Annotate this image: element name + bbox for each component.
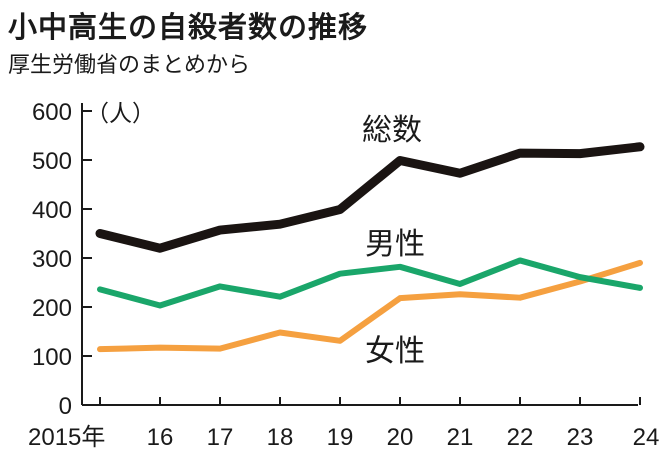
series-line-female xyxy=(97,259,643,353)
y-tick-label: 500 xyxy=(32,148,72,175)
chart-axes: 0 100 200 300 400 500 600 （人） 2015年 16 17 18 19 20 21 2… xyxy=(28,99,659,451)
x-tick-label: 23 xyxy=(567,424,594,451)
x-tick-label: 24 xyxy=(633,424,660,451)
x-tick-label: 2015年 xyxy=(28,424,105,451)
series-line-male xyxy=(97,257,643,309)
x-tick-label: 16 xyxy=(147,424,174,451)
y-tick-label: 0 xyxy=(59,393,72,420)
x-tick-label: 17 xyxy=(207,424,234,451)
y-tick-label: 300 xyxy=(32,246,72,273)
y-tick-label: 600 xyxy=(32,99,72,126)
series-line-total xyxy=(95,142,645,253)
y-tick-label: 100 xyxy=(32,344,72,371)
x-tick-label: 20 xyxy=(387,424,414,451)
series-label-female: 女性 xyxy=(365,334,425,369)
x-tick-label: 21 xyxy=(447,424,474,451)
y-tick-label: 200 xyxy=(32,295,72,322)
x-tick-label: 22 xyxy=(507,424,534,451)
series-label-male: 男性 xyxy=(365,227,425,262)
x-tick-label: 18 xyxy=(267,424,294,451)
y-tick-label: 400 xyxy=(32,197,72,224)
chart-subtitle: 厚生労働省のまとめから xyxy=(8,53,251,78)
series-label-total: 総数 xyxy=(362,113,422,148)
series-lines xyxy=(95,142,645,353)
chart-title: 小中高生の自殺者数の推移 xyxy=(8,10,369,44)
x-tick-label: 19 xyxy=(327,424,354,451)
y-axis-unit: （人） xyxy=(86,101,155,127)
